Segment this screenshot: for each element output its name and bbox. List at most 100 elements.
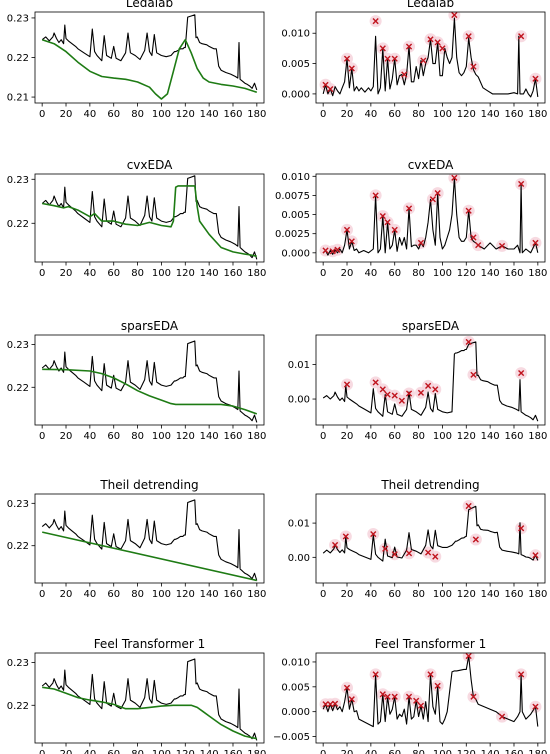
x-tick-label: 160 (223, 109, 242, 120)
x-tick-label: 0 (39, 589, 45, 600)
panel-5-right: Feel Transformer 1 0 20 40 60 80 100 120 140 160 1… (273, 637, 547, 754)
peak-marker (405, 693, 413, 700)
x-tick-label: 20 (60, 589, 73, 600)
panel-2-left: cvxEDA 0 20 40 60 80 100 120 140 160 180 0.22 0.23 (7, 158, 267, 279)
peak-marker (432, 553, 439, 560)
x-tick-label: 40 (364, 589, 377, 600)
x-tick-label: 120 (457, 109, 476, 120)
y-tick-label: 0.000 (281, 707, 310, 718)
peak-marker (372, 18, 379, 25)
x-tick-label: 80 (412, 431, 425, 442)
x-tick-label: 20 (341, 109, 354, 120)
peak-marker (384, 693, 391, 700)
peak-marker (334, 246, 341, 253)
axes-frame (315, 11, 546, 104)
peak-marker (470, 63, 477, 70)
fit-line (42, 368, 258, 415)
peak-marker (343, 684, 351, 691)
peak-marker (532, 703, 539, 710)
x-tick-label: 0 (39, 749, 45, 754)
x-tick-label: 140 (481, 268, 500, 279)
peak-marker (405, 390, 413, 397)
x-tick-label: 160 (223, 268, 242, 279)
peak-marker (379, 386, 386, 393)
x-tick-label: 60 (107, 268, 120, 279)
x-tick-label: 20 (341, 268, 354, 279)
y-tick-label: 0.01 (288, 519, 310, 530)
x-tick-label: 0 (39, 431, 45, 442)
axes-frame (315, 493, 546, 584)
y-tick-label: 0.005 (281, 682, 310, 693)
x-tick-label: 80 (131, 431, 144, 442)
fit-line (41, 38, 258, 100)
peak-marker (379, 45, 386, 52)
peak-marker (472, 536, 479, 543)
x-tick-label: 160 (504, 589, 523, 600)
panel-1-left: Ledalab 0 20 40 60 80 100 120 140 160 180 0.21 0.22 0… (7, 0, 267, 120)
x-tick-label: 60 (388, 589, 401, 600)
y-tick-label: 0.010 (281, 172, 310, 183)
axes-frame (315, 173, 546, 263)
x-tick-label: 80 (412, 589, 425, 600)
x-tick-label: 100 (433, 749, 452, 754)
x-tick-label: 100 (152, 749, 171, 754)
panel-title: Feel Transformer 1 (94, 637, 206, 651)
x-tick-label: 140 (481, 749, 500, 754)
x-tick-label: 80 (412, 268, 425, 279)
x-tick-label: 100 (152, 431, 171, 442)
panel-title: sparsEDA (121, 319, 179, 333)
x-tick-label: 100 (152, 109, 171, 120)
peak-marker (398, 397, 405, 404)
panel-title: Theil detrending (99, 478, 198, 492)
x-tick-label: 20 (60, 268, 73, 279)
x-tick-label: 180 (247, 589, 266, 600)
peak-marker (518, 671, 525, 678)
y-tick-label: 0.22 (7, 383, 29, 394)
peak-marker (417, 239, 425, 246)
peak-marker (391, 551, 398, 558)
signal-line (322, 17, 539, 98)
y-tick-label: 0.0075 (275, 191, 310, 202)
peak-marker (372, 192, 379, 199)
peak-marker (465, 33, 472, 40)
peak-halo (448, 12, 461, 22)
signal-line (41, 175, 258, 260)
signal-line (41, 499, 258, 581)
axes-frame (34, 334, 265, 426)
x-tick-label: 0 (320, 431, 326, 442)
plot-area (41, 499, 258, 582)
plot-area (41, 340, 258, 423)
peak-marker (322, 701, 329, 708)
x-tick-label: 20 (341, 749, 354, 754)
x-tick-label: 120 (457, 268, 476, 279)
x-tick-label: 20 (341, 589, 354, 600)
peak-marker (518, 180, 525, 188)
x-tick-label: 100 (433, 431, 452, 442)
peak-marker (391, 226, 398, 233)
panel-title: cvxEDA (408, 158, 454, 172)
y-tick-label: 0.23 (7, 340, 29, 351)
peak-marker (343, 226, 351, 233)
x-tick-label: 140 (200, 109, 219, 120)
x-tick-label: 180 (247, 109, 266, 120)
y-tick-label: 0.00 (288, 553, 310, 564)
x-tick-label: 80 (131, 749, 144, 754)
x-tick-label: 160 (223, 749, 242, 754)
axes-frame (34, 493, 265, 584)
peak-marker (370, 530, 377, 538)
peak-marker (401, 71, 408, 78)
x-tick-label: 120 (176, 268, 195, 279)
x-tick-label: 20 (341, 431, 354, 442)
y-tick-label: 0.23 (7, 175, 29, 186)
peak-marker (327, 85, 334, 93)
x-tick-label: 20 (60, 109, 73, 120)
peak-marker (405, 205, 413, 212)
x-tick-label: 180 (528, 109, 547, 120)
peak-marker (372, 671, 379, 678)
plot-area (322, 499, 542, 563)
x-tick-label: 140 (200, 589, 219, 600)
peak-marker (518, 33, 525, 40)
x-tick-label: 40 (364, 268, 377, 279)
x-tick-label: 180 (247, 268, 266, 279)
